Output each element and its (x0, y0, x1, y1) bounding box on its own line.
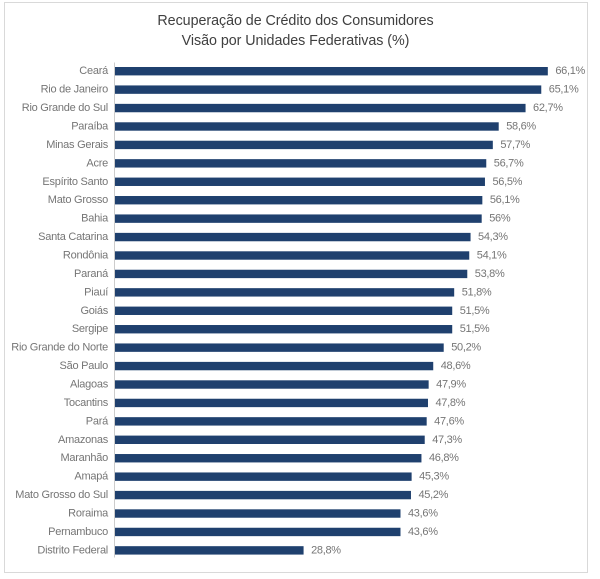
svg-text:43,6%: 43,6% (408, 508, 438, 520)
svg-text:47,8%: 47,8% (435, 397, 465, 409)
svg-text:Amapá: Amapá (74, 471, 109, 483)
svg-text:Paraná: Paraná (74, 268, 109, 280)
svg-text:54,3%: 54,3% (478, 231, 508, 243)
svg-text:Distrito Federal: Distrito Federal (37, 544, 108, 556)
svg-text:51,5%: 51,5% (460, 323, 490, 335)
svg-text:54,1%: 54,1% (477, 250, 507, 262)
svg-text:Roraima: Roraima (68, 508, 109, 520)
svg-text:Amazonas: Amazonas (58, 434, 109, 446)
svg-text:Mato Grosso: Mato Grosso (48, 194, 108, 206)
svg-text:46,8%: 46,8% (429, 452, 459, 464)
svg-text:51,8%: 51,8% (462, 286, 492, 298)
svg-text:28,8%: 28,8% (311, 544, 341, 556)
svg-text:47,3%: 47,3% (432, 434, 462, 446)
svg-text:45,2%: 45,2% (418, 489, 448, 501)
svg-text:66,1%: 66,1% (555, 65, 585, 77)
svg-text:Rondônia: Rondônia (63, 250, 109, 262)
svg-text:Maranhão: Maranhão (60, 452, 108, 464)
svg-text:58,6%: 58,6% (506, 120, 536, 132)
svg-text:Tocantins: Tocantins (64, 397, 109, 409)
svg-text:50,2%: 50,2% (451, 342, 481, 354)
svg-text:47,9%: 47,9% (436, 379, 466, 391)
svg-text:Acre: Acre (86, 157, 108, 169)
svg-text:Rio Grande do Norte: Rio Grande do Norte (11, 342, 108, 354)
svg-text:45,3%: 45,3% (419, 471, 449, 483)
svg-text:Rio Grande do Sul: Rio Grande do Sul (22, 102, 108, 114)
svg-text:Bahia: Bahia (81, 213, 109, 225)
svg-text:48,6%: 48,6% (441, 360, 471, 372)
svg-text:Paraíba: Paraíba (71, 120, 109, 132)
svg-text:Piauí: Piauí (84, 286, 108, 298)
svg-text:65,1%: 65,1% (549, 84, 579, 96)
svg-text:São Paulo: São Paulo (59, 360, 108, 372)
svg-text:56,7%: 56,7% (494, 157, 524, 169)
svg-text:Alagoas: Alagoas (70, 379, 109, 391)
svg-text:53,8%: 53,8% (475, 268, 505, 280)
svg-text:43,6%: 43,6% (408, 526, 438, 538)
svg-text:Goiás: Goiás (81, 305, 109, 317)
svg-text:Mato Grosso do Sul: Mato Grosso do Sul (15, 489, 108, 501)
svg-text:Santa Catarina: Santa Catarina (38, 231, 109, 243)
svg-text:56%: 56% (489, 213, 511, 225)
svg-text:Pará: Pará (86, 415, 109, 427)
svg-text:57,7%: 57,7% (500, 139, 530, 151)
svg-text:47,6%: 47,6% (434, 415, 464, 427)
svg-text:Rio de Janeiro: Rio de Janeiro (41, 84, 109, 96)
svg-text:Pernambuco: Pernambuco (48, 526, 108, 538)
svg-text:Ceará: Ceará (79, 65, 109, 77)
svg-text:Minas Gerais: Minas Gerais (46, 139, 109, 151)
svg-text:56,1%: 56,1% (490, 194, 520, 206)
svg-text:Espírito Santo: Espírito Santo (42, 176, 108, 188)
svg-text:62,7%: 62,7% (533, 102, 563, 114)
svg-text:Sergipe: Sergipe (72, 323, 108, 335)
svg-text:56,5%: 56,5% (492, 176, 522, 188)
svg-text:51,5%: 51,5% (460, 305, 490, 317)
